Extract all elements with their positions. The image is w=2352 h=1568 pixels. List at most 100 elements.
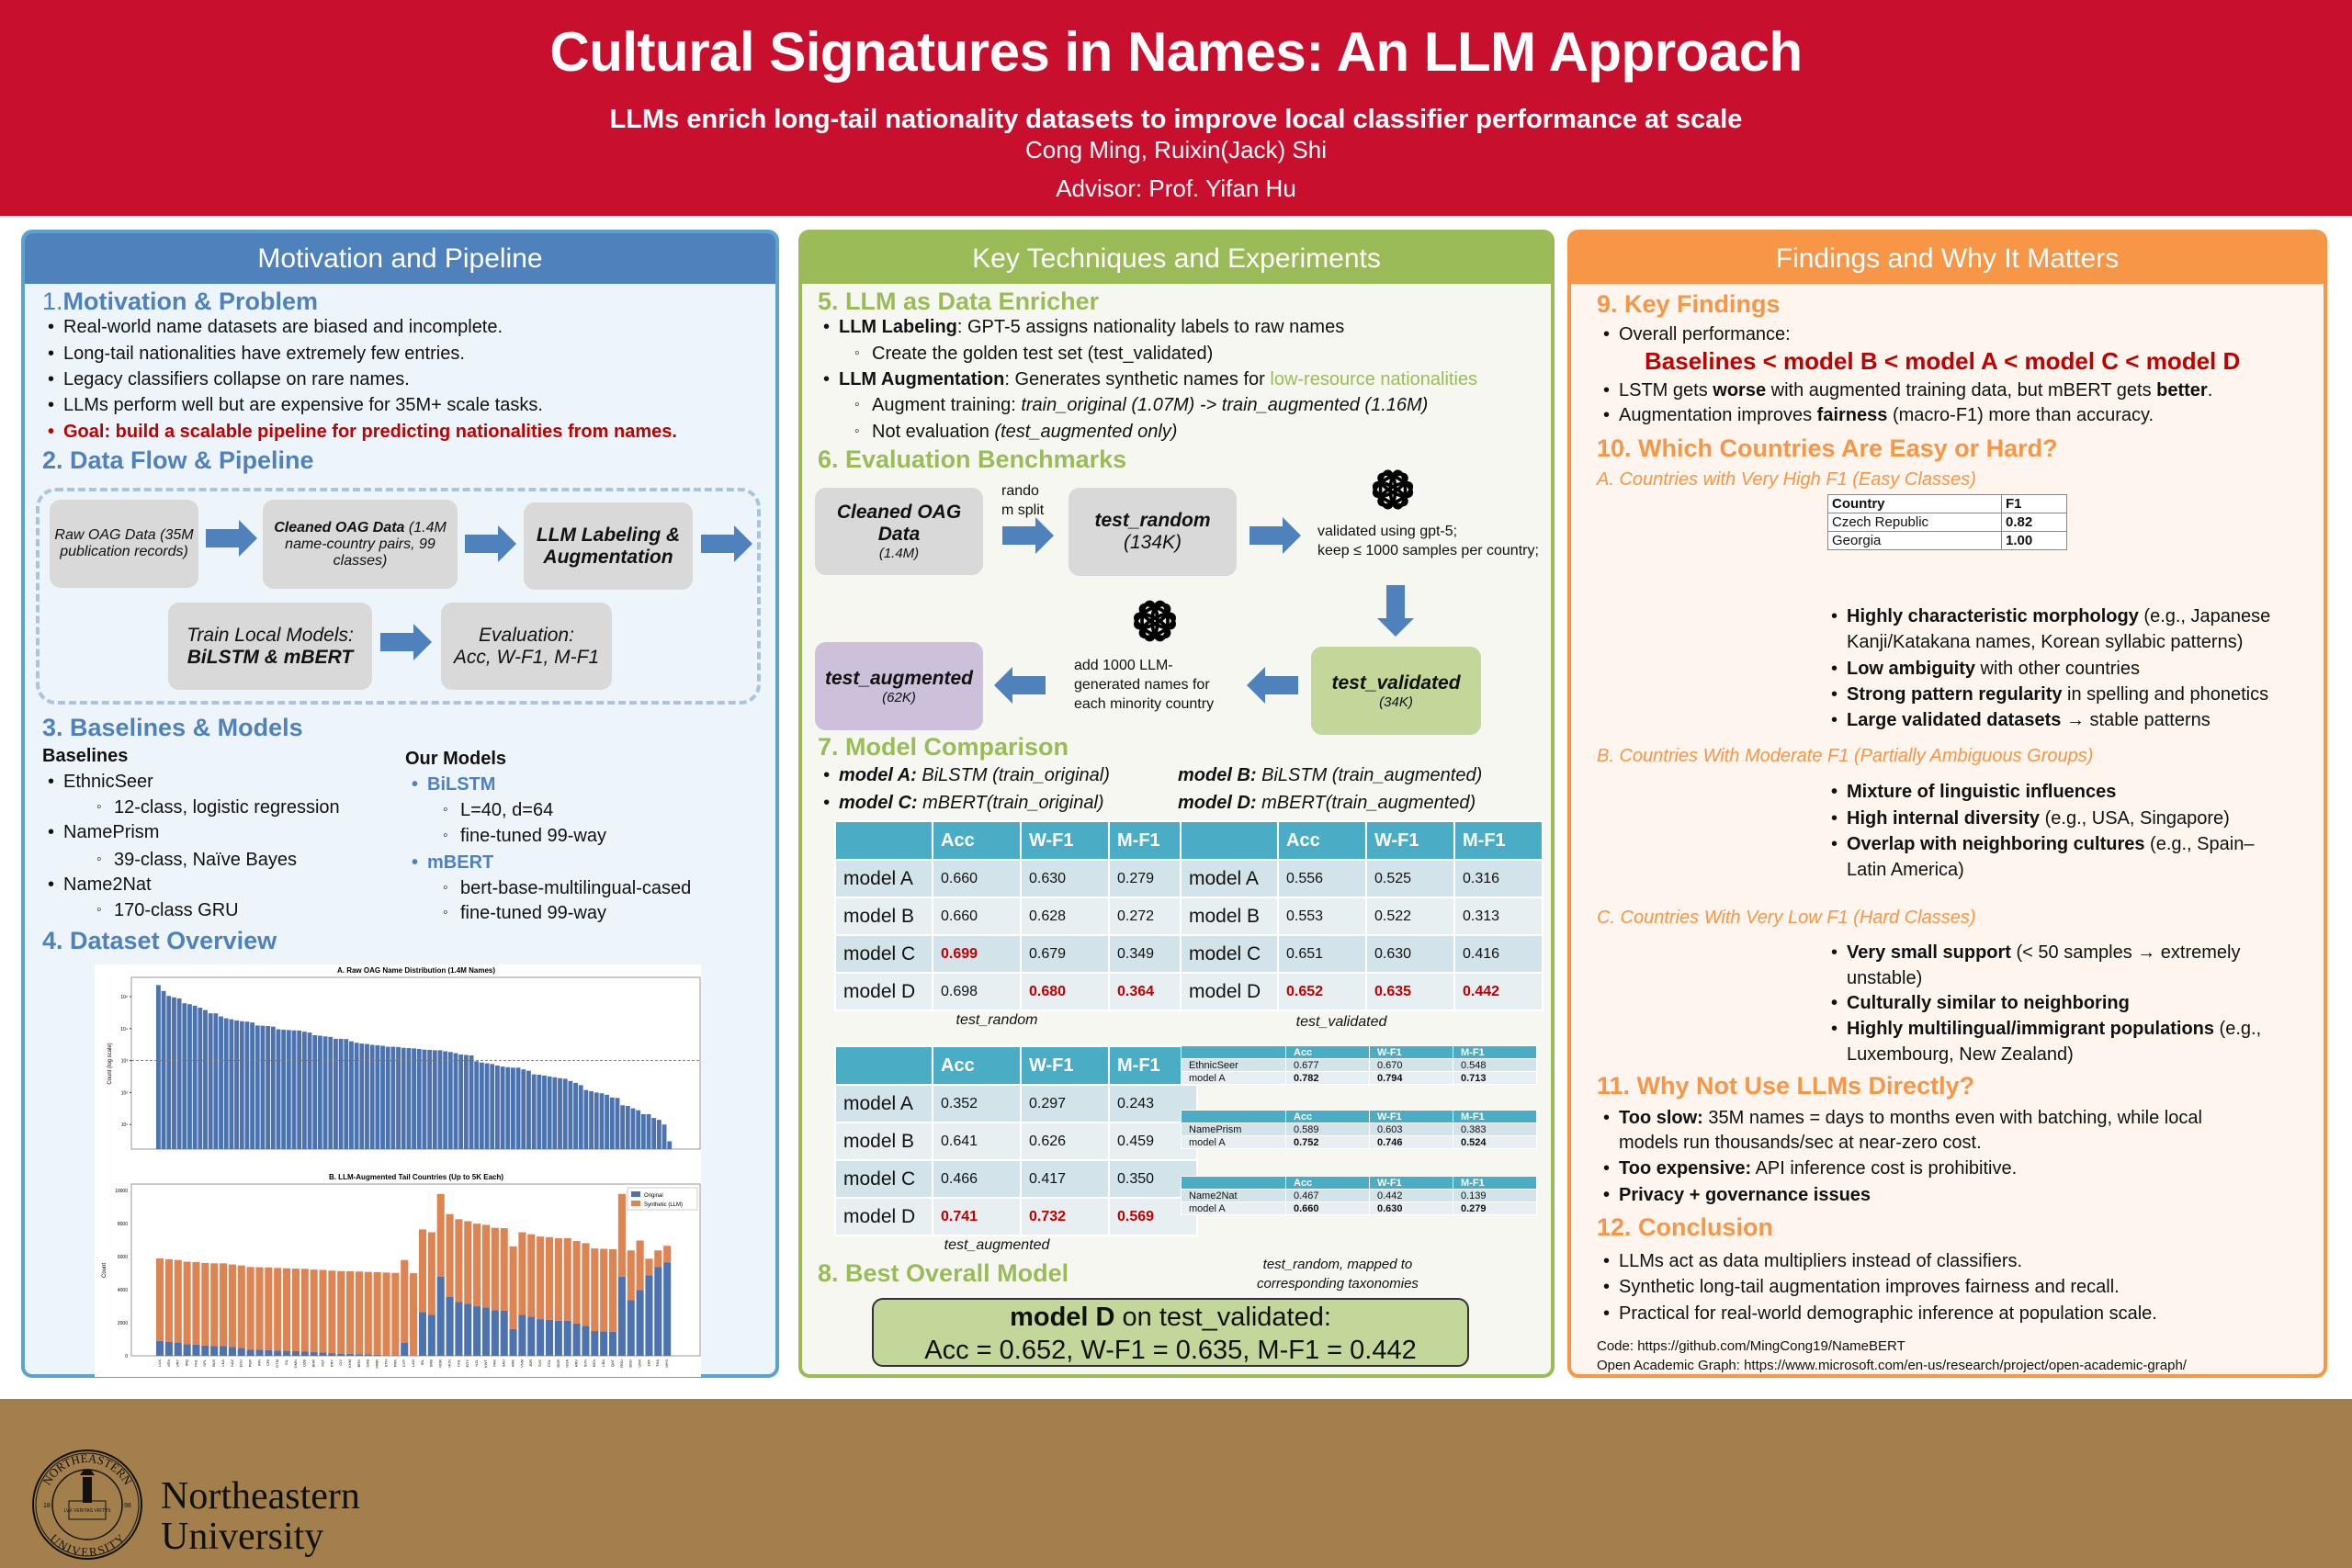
chart-a-bar <box>505 1066 511 1149</box>
table-row: Name2Nat 0.467 0.442 0.139 <box>1181 1189 1537 1202</box>
chart-b-bar-original <box>183 1344 191 1356</box>
chart-a-bar <box>547 1076 552 1149</box>
chart-b-bar-synthetic <box>274 1268 282 1351</box>
results-table: Acc W-F1 M-F1 model A 0.660 0.630 0.279 model B… <box>834 820 1198 1011</box>
table-cell: 0.660 <box>932 859 1022 898</box>
chart-a-bar <box>521 1069 526 1149</box>
chart-b-bar-synthetic <box>591 1248 599 1332</box>
chart-a-bar <box>365 1043 369 1149</box>
table-cell: 0.522 <box>1365 897 1455 936</box>
chart-b-bar-original <box>337 1353 345 1356</box>
chart-a-bar <box>349 1041 354 1149</box>
chart-b-bar-original <box>382 1355 390 1356</box>
table-cell: 0.680 <box>1020 972 1110 1011</box>
code-link[interactable]: Code: https://github.com/MingCong19/Name… <box>1597 1338 1905 1354</box>
chart-b-bar-synthetic <box>518 1232 526 1315</box>
list-item: Real-world name datasets are biased and … <box>48 314 503 340</box>
chart-a-bar <box>412 1048 416 1149</box>
list-item-cont: models run thousands/sec at near-zero co… <box>1619 1133 1982 1153</box>
list-item: LSTM gets worse with augmented training … <box>1603 378 2212 403</box>
chart-a-bar <box>354 1043 359 1149</box>
table-cell: 0.349 <box>1108 934 1198 974</box>
chart-a-bar <box>401 1047 406 1149</box>
chart-b-xtick: UZB <box>302 1359 307 1367</box>
chart-b-bar-original <box>220 1346 228 1356</box>
legend-label: Original <box>644 1193 663 1199</box>
best-model-box: model D on test_validated: Acc = 0.652, … <box>872 1298 1469 1367</box>
baseline-detail: 170-class GRU <box>96 897 239 923</box>
poster-subtitle: LLMs enrich long-tail nationality datase… <box>609 105 1743 134</box>
chart-b-xtick: BLR <box>211 1359 216 1367</box>
chart-b-bar-synthetic <box>156 1258 164 1341</box>
chart-b-bar-synthetic <box>246 1267 254 1350</box>
chart-b-bar-original <box>645 1275 653 1356</box>
chart-a-bar <box>156 985 161 1149</box>
chart-b-bar-synthetic <box>455 1219 463 1303</box>
list-subitem: Augment training: train_original (1.07M)… <box>854 392 1428 418</box>
chart-b-bar-synthetic <box>328 1270 336 1354</box>
chart-b-bar-synthetic <box>364 1271 372 1355</box>
chart-b-bar-synthetic <box>645 1258 653 1276</box>
row-label: model A <box>1181 1071 1286 1085</box>
chart-b-xtick: COL <box>547 1359 551 1367</box>
chart-a-bar <box>380 1045 385 1149</box>
chart-b-xtick: IRL <box>420 1359 424 1365</box>
baseline-item: Name2Nat <box>48 872 152 897</box>
table-row: model C 0.466 0.417 0.350 <box>834 1159 1198 1199</box>
table-cell: 0.313 <box>1453 897 1544 936</box>
chart-b-bar-original <box>328 1353 336 1356</box>
table-cell: 0.628 <box>1020 897 1110 936</box>
chart-b-xtick: URY <box>175 1359 180 1368</box>
chart-b-bar-original <box>455 1302 463 1356</box>
table-cell: 0.652 <box>1277 972 1367 1011</box>
chart-a-bar <box>625 1106 630 1149</box>
chart-a-bar <box>307 1032 312 1149</box>
section-heading: 10. Which Countries Are Easy or Hard? <box>1597 434 2058 462</box>
chart-b-xtick: ETH <box>383 1359 388 1367</box>
table-row: Country F1 <box>1827 494 2067 513</box>
chart-b-xtick: LBN <box>601 1359 605 1367</box>
chart-a-bar <box>447 1052 453 1149</box>
column-header: M-F1 <box>1453 1176 1537 1190</box>
chart-a-bar <box>187 1004 192 1149</box>
chart-b-bar-synthetic <box>401 1259 409 1343</box>
row-label: model A <box>1181 1201 1286 1215</box>
arrow-right-icon <box>1250 517 1301 554</box>
table-caption: test_random <box>956 1012 1038 1028</box>
column-header: Acc <box>1285 1045 1370 1059</box>
chart-a-bar <box>297 1030 302 1149</box>
chart-b-bar-synthetic <box>291 1269 300 1351</box>
chart-b-bar-original <box>663 1262 672 1356</box>
column-header: W-F1 <box>1020 820 1110 861</box>
chart-a-bar <box>511 1067 515 1149</box>
chart-b-bar-synthetic <box>255 1267 264 1350</box>
chart-a-bar <box>615 1098 620 1149</box>
chart-b-bar-original <box>627 1300 635 1356</box>
column-header <box>1180 820 1279 861</box>
chart-a-bar <box>469 1055 474 1149</box>
chart-b-bar-original <box>582 1325 590 1356</box>
chart-b-xtick: MYS <box>664 1359 669 1368</box>
chart-b-bar-synthetic <box>600 1248 608 1332</box>
chart-b-bar-original <box>291 1350 300 1356</box>
table-cell: 0.679 <box>1020 934 1110 974</box>
row-label: model B <box>834 1122 933 1161</box>
chart-b-bar-original <box>491 1310 499 1356</box>
chart-b-bar-synthetic <box>572 1241 581 1324</box>
chart-b-bar-original <box>156 1340 164 1356</box>
table-row: model B 0.553 0.522 0.313 <box>1180 897 1544 936</box>
row-label: model C <box>834 934 933 974</box>
chart-a-bar <box>317 1035 322 1149</box>
pipeline-raw-data: Raw OAG Data (35M publication records) <box>50 500 198 588</box>
table-cell: 0.651 <box>1277 934 1367 974</box>
chart-b-ytick: 8000 <box>118 1222 128 1227</box>
chart-a-bar <box>531 1074 537 1149</box>
chart-b-bar-synthetic <box>391 1272 400 1356</box>
arrow-left-icon <box>994 667 1046 704</box>
section-heading: 9. Key Findings <box>1597 290 1781 318</box>
list-item: Legacy classifiers collapse on rare name… <box>48 367 410 392</box>
baseline-item: EthnicSeer <box>48 769 153 795</box>
chart-b-bar-synthetic <box>527 1234 536 1317</box>
list-item: LLMs perform well but are expensive for … <box>48 392 543 418</box>
oag-link[interactable]: Open Academic Graph: https://www.microso… <box>1597 1358 2187 1373</box>
